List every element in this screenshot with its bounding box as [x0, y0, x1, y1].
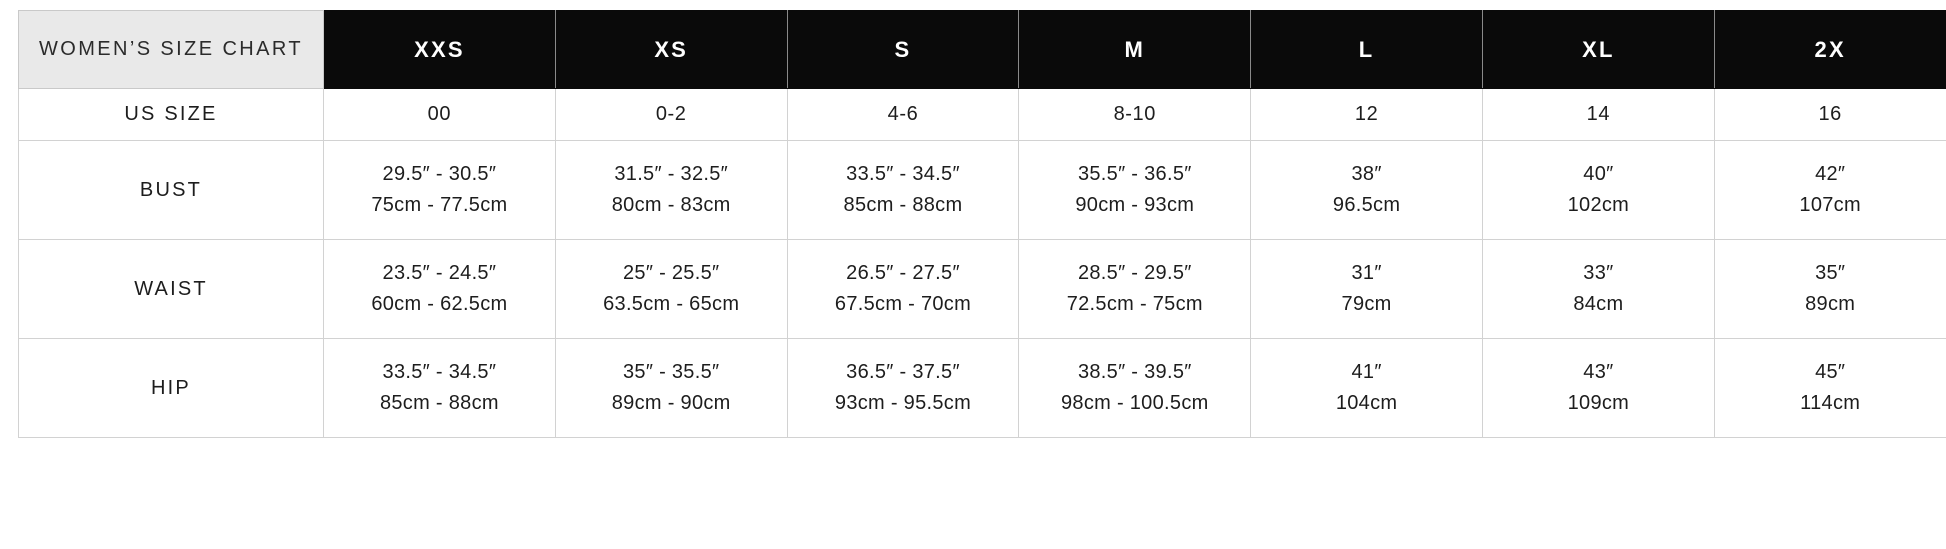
- size-chart-container: WOMEN’S SIZE CHART XXS XS S M L XL 2X US…: [18, 10, 1946, 540]
- cell-waist-xl: 33″ 84cm: [1481, 239, 1715, 339]
- cell-us-size-l: 12: [1250, 88, 1483, 141]
- measurement-inches: 35.5″ - 36.5″: [1077, 163, 1192, 185]
- measurement-cm: 104cm: [1335, 392, 1398, 414]
- measurement-cm: 114cm: [1800, 392, 1861, 414]
- cell-hip-2x: 45″ 114cm: [1713, 338, 1946, 438]
- measurement-cm: 60cm - 62.5cm: [371, 293, 508, 315]
- table-row: US SIZE 00 0-2 4-6 8-10 12 14 16: [18, 88, 1946, 141]
- measurement-inches: 31″: [1351, 262, 1382, 284]
- measurement-inches: 28.5″ - 29.5″: [1077, 262, 1192, 284]
- measurement-inches: 43″: [1583, 361, 1614, 383]
- cell-hip-m: 38.5″ - 39.5″ 98cm - 100.5cm: [1018, 338, 1252, 438]
- measurement-cm: 109cm: [1567, 392, 1630, 414]
- measurement-inches: 38″: [1351, 163, 1382, 185]
- cell-us-size-xs: 0-2: [554, 88, 788, 141]
- measurement-inches: 35″: [1815, 262, 1846, 284]
- measurement-inches: 38.5″ - 39.5″: [1077, 361, 1192, 383]
- measurement-cm: 84cm: [1573, 293, 1624, 315]
- cell-bust-xl: 40″ 102cm: [1481, 140, 1715, 240]
- measurement-cm: 67.5cm - 70cm: [834, 293, 972, 315]
- measurement-inches: 23.5″ - 24.5″: [382, 262, 497, 284]
- cell-hip-xxs: 33.5″ - 34.5″ 85cm - 88cm: [323, 338, 556, 438]
- cell-bust-m: 35.5″ - 36.5″ 90cm - 93cm: [1018, 140, 1252, 240]
- cell-waist-xs: 25″ - 25.5″ 63.5cm - 65cm: [554, 239, 788, 339]
- measurement-cm: 79cm: [1341, 293, 1392, 315]
- column-header-2x: 2X: [1713, 10, 1946, 89]
- measurement-inches: 40″: [1583, 163, 1614, 185]
- cell-bust-s: 33.5″ - 34.5″ 85cm - 88cm: [786, 140, 1020, 240]
- column-header-l: L: [1250, 10, 1483, 89]
- measurement-cm: 85cm - 88cm: [843, 194, 963, 216]
- measurement-cm: 80cm - 83cm: [611, 194, 731, 216]
- cell-bust-xs: 31.5″ - 32.5″ 80cm - 83cm: [554, 140, 788, 240]
- measurement-inches: 25″ - 25.5″: [622, 262, 720, 284]
- cell-hip-xs: 35″ - 35.5″ 89cm - 90cm: [554, 338, 788, 438]
- column-header-xxs: XXS: [323, 10, 556, 89]
- measurement-cm: 89cm: [1805, 293, 1856, 315]
- cell-waist-xxs: 23.5″ - 24.5″ 60cm - 62.5cm: [323, 239, 556, 339]
- header-row: WOMEN’S SIZE CHART XXS XS S M L XL 2X: [18, 10, 1946, 89]
- row-label-waist: WAIST: [18, 239, 324, 339]
- table-body: US SIZE 00 0-2 4-6 8-10 12 14 16 BUST 29…: [18, 88, 1946, 438]
- cell-hip-xl: 43″ 109cm: [1481, 338, 1715, 438]
- row-label-hip: HIP: [18, 338, 324, 438]
- cell-bust-xxs: 29.5″ - 30.5″ 75cm - 77.5cm: [323, 140, 556, 240]
- row-label-bust: BUST: [18, 140, 324, 240]
- row-label-us-size: US SIZE: [18, 88, 324, 141]
- measurement-inches: 31.5″ - 32.5″: [614, 163, 729, 185]
- measurement-cm: 75cm - 77.5cm: [371, 194, 508, 216]
- table-header: WOMEN’S SIZE CHART XXS XS S M L XL 2X: [18, 10, 1946, 89]
- measurement-cm: 98cm - 100.5cm: [1060, 392, 1209, 414]
- chart-title-cell: WOMEN’S SIZE CHART: [18, 10, 324, 89]
- womens-size-chart-table: WOMEN’S SIZE CHART XXS XS S M L XL 2X US…: [18, 10, 1946, 438]
- measurement-inches: 42″: [1815, 163, 1846, 185]
- measurement-inches: 26.5″ - 27.5″: [846, 262, 960, 284]
- cell-us-size-m: 8-10: [1018, 88, 1252, 141]
- column-header-m: M: [1018, 10, 1252, 89]
- measurement-cm: 90cm - 93cm: [1075, 194, 1195, 216]
- measurement-cm: 72.5cm - 75cm: [1066, 293, 1203, 315]
- cell-us-size-xl: 14: [1481, 88, 1715, 141]
- measurement-cm: 89cm - 90cm: [611, 392, 731, 414]
- measurement-cm: 102cm: [1567, 194, 1630, 216]
- column-header-xs: XS: [554, 10, 788, 89]
- measurement-inches: 36.5″ - 37.5″: [846, 361, 960, 383]
- column-header-s: S: [786, 10, 1020, 89]
- measurement-cm: 85cm - 88cm: [379, 392, 499, 414]
- measurement-cm: 93cm - 95.5cm: [834, 392, 972, 414]
- measurement-inches: 41″: [1351, 361, 1382, 383]
- measurement-inches: 33″: [1583, 262, 1614, 284]
- measurement-inches: 45″: [1815, 361, 1846, 383]
- cell-us-size-xxs: 00: [323, 88, 556, 141]
- cell-us-size-2x: 16: [1713, 88, 1946, 141]
- measurement-inches: 29.5″ - 30.5″: [382, 163, 497, 185]
- cell-bust-l: 38″ 96.5cm: [1250, 140, 1483, 240]
- measurement-cm: 107cm: [1799, 194, 1861, 216]
- measurement-inches: 33.5″ - 34.5″: [846, 163, 960, 185]
- measurement-inches: 33.5″ - 34.5″: [382, 361, 497, 383]
- measurement-cm: 63.5cm - 65cm: [603, 293, 740, 315]
- cell-waist-l: 31″ 79cm: [1250, 239, 1483, 339]
- cell-hip-l: 41″ 104cm: [1250, 338, 1483, 438]
- cell-waist-2x: 35″ 89cm: [1713, 239, 1946, 339]
- cell-us-size-s: 4-6: [786, 88, 1020, 141]
- measurement-inches: 35″ - 35.5″: [622, 361, 720, 383]
- table-row: HIP 33.5″ - 34.5″ 85cm - 88cm 35″ - 35.5…: [18, 338, 1946, 438]
- table-row: WAIST 23.5″ - 24.5″ 60cm - 62.5cm 25″ - …: [18, 239, 1946, 339]
- table-row: BUST 29.5″ - 30.5″ 75cm - 77.5cm 31.5″ -…: [18, 140, 1946, 240]
- cell-hip-s: 36.5″ - 37.5″ 93cm - 95.5cm: [786, 338, 1020, 438]
- cell-waist-m: 28.5″ - 29.5″ 72.5cm - 75cm: [1018, 239, 1252, 339]
- column-header-xl: XL: [1481, 10, 1715, 89]
- cell-bust-2x: 42″ 107cm: [1713, 140, 1946, 240]
- measurement-cm: 96.5cm: [1332, 194, 1401, 216]
- cell-waist-s: 26.5″ - 27.5″ 67.5cm - 70cm: [786, 239, 1020, 339]
